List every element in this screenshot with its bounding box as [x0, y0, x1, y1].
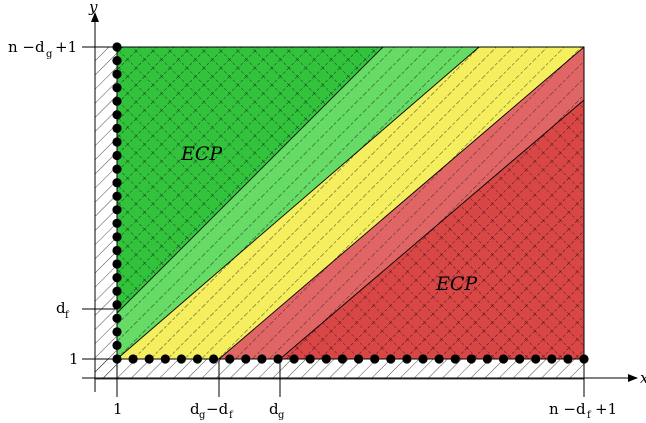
svg-text:g: g — [278, 410, 285, 421]
ecp-label-upper: ECP — [180, 143, 223, 165]
y-tick-n-minus-dg-plus-1: n −d g +1 — [8, 38, 77, 60]
grid-dot — [112, 110, 122, 120]
svg-text:n −d: n −d — [549, 400, 586, 418]
colored-regions — [117, 47, 584, 359]
grid-dot — [434, 354, 444, 364]
grid-dot — [112, 150, 122, 161]
x-tick-dg-minus-df: d g −d f — [190, 400, 234, 421]
grid-dot — [241, 354, 251, 364]
grid-dot — [257, 354, 267, 364]
svg-text:+1: +1 — [55, 38, 77, 56]
grid-dot — [305, 354, 315, 364]
svg-text:f: f — [65, 310, 70, 321]
grid-dot — [225, 354, 235, 364]
x-tick-dg: d g — [269, 400, 285, 421]
grid-dot — [112, 259, 122, 269]
grid-dot — [112, 69, 122, 79]
grid-dot — [498, 354, 509, 364]
grid-dot — [112, 42, 122, 52]
grid-dot — [418, 354, 428, 364]
grid-dot — [112, 56, 122, 66]
grid-dot — [176, 354, 186, 364]
svg-text:f: f — [587, 410, 592, 421]
y-axis-label: y — [88, 0, 98, 16]
grid-dot — [579, 354, 589, 364]
grid-dot — [515, 354, 525, 364]
grid-dot — [321, 354, 331, 364]
grid-dot — [112, 178, 122, 188]
grid-dot — [563, 354, 573, 364]
grid-dot — [112, 327, 122, 337]
ecp-label-lower: ECP — [435, 273, 478, 295]
grid-dot — [450, 354, 460, 364]
svg-text:d: d — [190, 400, 200, 418]
grid-dot — [112, 232, 122, 242]
grid-dot — [112, 245, 122, 256]
bottom-edge-dots — [128, 354, 589, 364]
svg-text:g: g — [46, 49, 53, 60]
svg-text:d: d — [269, 400, 279, 418]
grid-dot — [112, 205, 122, 215]
grid-dot — [466, 354, 476, 364]
grid-dot — [112, 273, 122, 283]
grid-dot — [370, 354, 380, 364]
svg-text:f: f — [229, 410, 234, 421]
grid-dot — [547, 354, 557, 364]
grid-dot — [273, 354, 283, 364]
grid-dot — [192, 354, 203, 364]
grid-dot — [144, 354, 154, 364]
grid-dot — [160, 354, 170, 364]
svg-text:d: d — [56, 299, 66, 317]
svg-text:g: g — [199, 410, 206, 421]
grid-dot — [112, 191, 122, 201]
left-edge-dots — [112, 42, 122, 364]
grid-dot — [354, 354, 364, 364]
bottom-hatch-strip — [95, 359, 584, 379]
grid-dot — [112, 83, 122, 93]
y-tick-df: d f — [56, 299, 70, 321]
grid-dot — [402, 354, 412, 364]
grid-dot — [112, 123, 122, 133]
grid-dot — [337, 354, 347, 364]
grid-dot — [289, 354, 299, 364]
y-axis — [91, 12, 99, 392]
x-tick-1: 1 — [113, 400, 123, 418]
grid-dot — [112, 218, 122, 228]
left-hatch-strip — [95, 47, 117, 379]
grid-dot — [112, 137, 122, 147]
grid-dot — [112, 96, 122, 106]
grid-dot — [112, 313, 122, 323]
grid-dot — [112, 340, 122, 350]
grid-dot — [482, 354, 492, 364]
x-axis — [82, 374, 638, 382]
grid-dot — [112, 300, 122, 310]
x-axis-label: x — [640, 369, 646, 387]
grid-dot — [128, 354, 138, 364]
grid-dot — [112, 164, 122, 174]
svg-text:+1: +1 — [595, 400, 617, 418]
grid-dot — [209, 354, 219, 364]
x-tick-n-minus-df-plus-1: n −d f +1 — [549, 400, 617, 421]
grid-dot — [386, 354, 396, 364]
svg-text:−d: −d — [206, 400, 229, 418]
y-tick-1: 1 — [69, 350, 79, 368]
grid-dot — [112, 286, 122, 296]
svg-text:n −d: n −d — [8, 38, 45, 56]
grid-dot — [531, 354, 541, 364]
grid-dot — [112, 354, 122, 364]
